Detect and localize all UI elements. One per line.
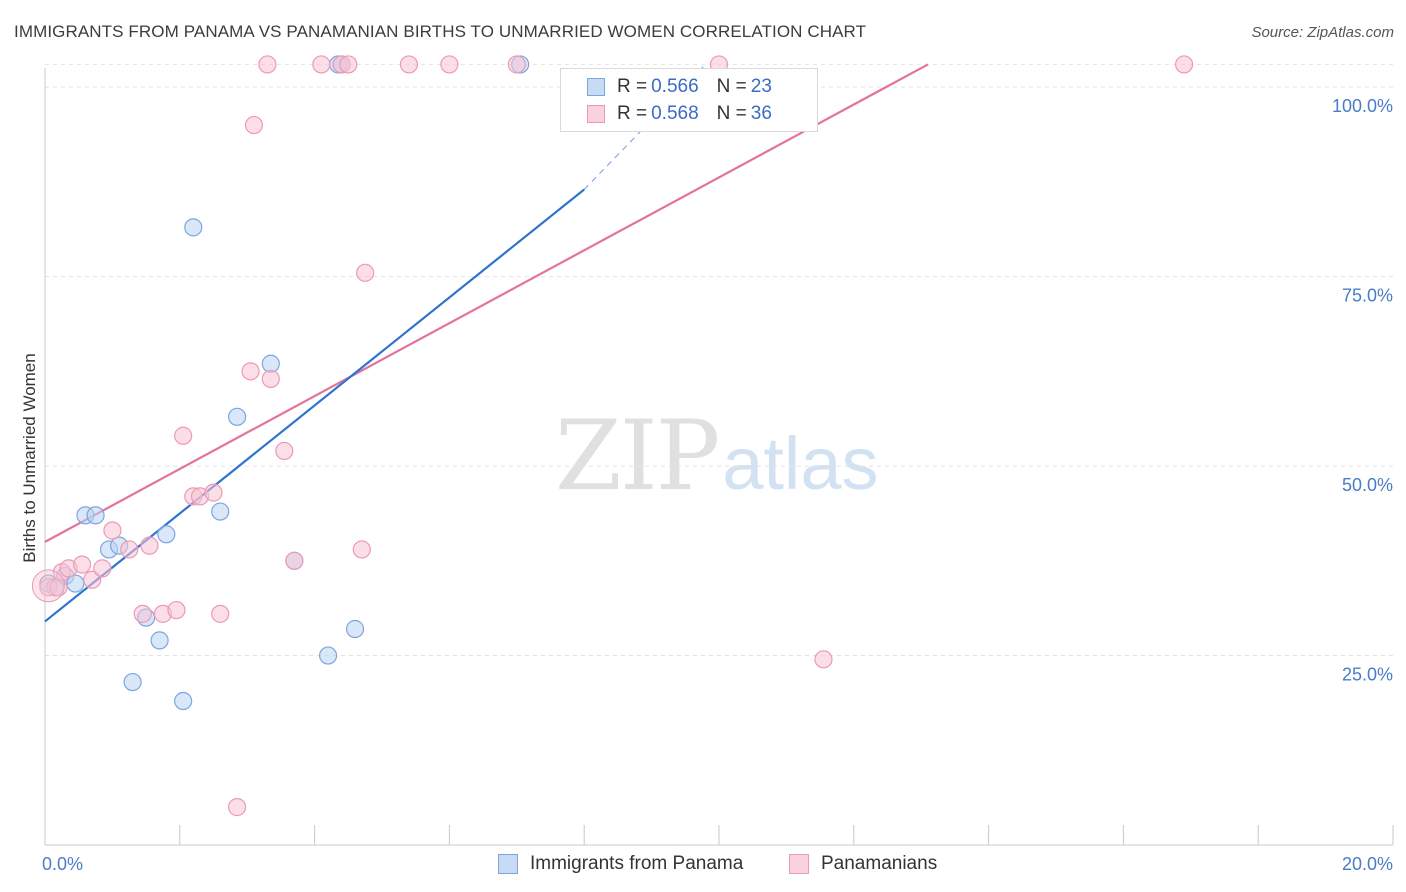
point-panamanians	[140, 536, 159, 555]
point-panamanians	[93, 559, 112, 578]
axes	[44, 68, 1394, 846]
point-panamanians	[167, 600, 186, 620]
point-panamanians	[133, 604, 152, 623]
watermark: ZIPatlas	[555, 400, 879, 512]
data-points	[31, 55, 1194, 817]
legend-swatch-blue	[587, 78, 605, 96]
grid	[45, 63, 1393, 657]
point-immigrants	[123, 672, 142, 692]
point-panamanians	[72, 555, 92, 574]
legend-r-label: R =	[617, 103, 648, 124]
y-axis-label: Births to Unmarried Women	[20, 353, 39, 562]
point-panamanians	[275, 441, 294, 461]
y-tick-label: 50.0%	[1342, 475, 1393, 495]
point-panamanians	[1174, 55, 1194, 74]
point-panamanians	[507, 55, 526, 74]
point-panamanians	[814, 650, 833, 669]
point-panamanians	[103, 521, 122, 540]
point-panamanians	[261, 369, 280, 389]
legend-r-value: 0.566	[651, 76, 699, 97]
legend-row-panamanians: R = 0.568 N = 36	[587, 102, 772, 126]
point-panamanians	[352, 540, 371, 559]
bottom-legend-swatch-pink	[789, 854, 809, 874]
point-panamanians	[312, 55, 331, 74]
legend-r-value: 0.568	[651, 103, 699, 124]
legend-row-immigrants: R = 0.566 N = 23	[587, 75, 772, 99]
legend: R = 0.566 N = 23 R = 0.568 N = 36	[560, 68, 818, 132]
bottom-legend-swatch-blue	[498, 854, 518, 874]
point-immigrants	[184, 218, 203, 237]
y-tick-label: 25.0%	[1342, 665, 1393, 685]
point-panamanians	[241, 362, 260, 381]
y-tick-label: 100.0%	[1332, 96, 1393, 116]
point-panamanians	[204, 483, 223, 502]
point-immigrants	[174, 691, 193, 711]
point-panamanians	[227, 798, 247, 817]
trend-lines	[44, 63, 929, 623]
point-immigrants	[227, 407, 247, 426]
watermark-atlas: atlas	[722, 422, 879, 505]
y-tick-label: 75.0%	[1342, 286, 1393, 306]
point-immigrants	[157, 525, 176, 544]
point-panamanians	[285, 551, 304, 570]
point-immigrants	[345, 619, 365, 639]
point-panamanians	[83, 570, 102, 589]
bottom-legend-immigrants: Immigrants from Panama	[498, 852, 743, 876]
point-immigrants	[150, 631, 169, 650]
point-panamanians	[174, 426, 193, 445]
point-immigrants	[261, 354, 280, 373]
bottom-legend-label: Immigrants from Panama	[530, 853, 744, 874]
trend-line-panamanians	[44, 63, 929, 543]
point-panamanians	[356, 263, 375, 282]
source-label: Source: ZipAtlas.com	[1251, 24, 1394, 41]
point-panamanians	[120, 540, 139, 559]
point-immigrants	[318, 646, 338, 665]
legend-r-label: R =	[617, 76, 648, 97]
legend-n-value: 23	[750, 76, 772, 97]
point-immigrants	[211, 502, 230, 521]
point-immigrants	[66, 574, 85, 593]
point-panamanians	[339, 55, 358, 74]
point-panamanians	[244, 115, 264, 135]
point-cluster-large	[31, 569, 65, 603]
bottom-legend-label: Panamanians	[821, 853, 938, 874]
legend-n-label: N =	[716, 103, 747, 124]
x-tick-label: 0.0%	[42, 854, 83, 874]
x-tick-label: 20.0%	[1342, 854, 1393, 874]
legend-swatch-pink	[587, 105, 605, 123]
legend-n-value: 36	[750, 103, 772, 124]
legend-n-label: N =	[716, 76, 747, 97]
point-panamanians	[258, 55, 277, 74]
point-panamanians	[440, 55, 459, 74]
tick-labels: 25.0% 50.0% 75.0% 100.0% 0.0% 20.0%	[42, 96, 1393, 874]
point-immigrants	[86, 506, 105, 525]
chart-title: IMMIGRANTS FROM PANAMA VS PANAMANIAN BIR…	[14, 22, 867, 41]
bottom-legend-panamanians: Panamanians	[789, 852, 937, 876]
watermark-zip: ZIP	[555, 400, 720, 512]
point-panamanians	[399, 55, 419, 74]
point-panamanians	[211, 604, 230, 623]
